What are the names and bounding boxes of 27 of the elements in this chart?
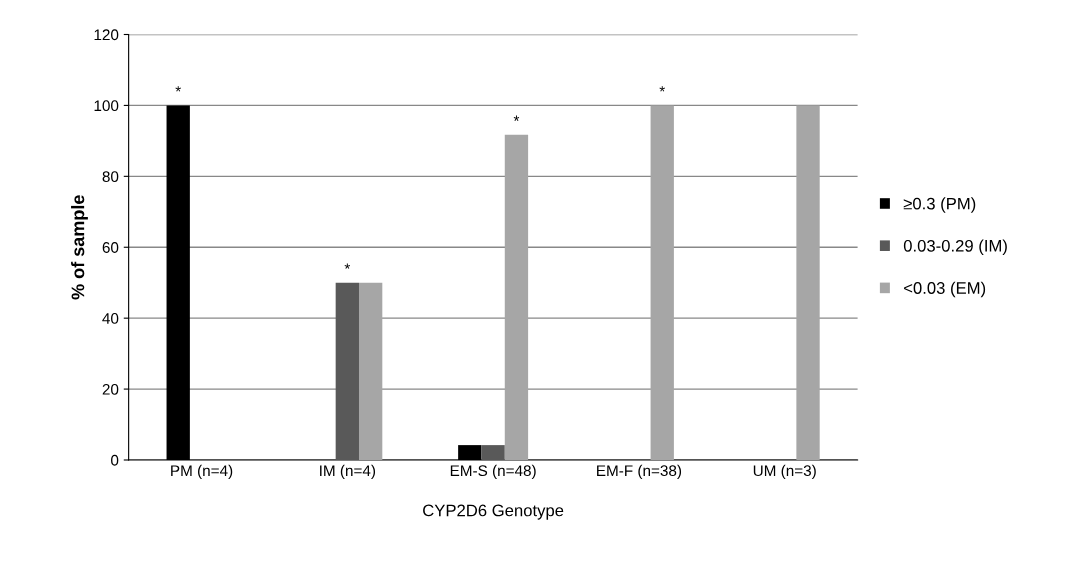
data-label: *: [175, 86, 181, 92]
legend-label: 0.03-0.29 (IM): [903, 239, 1007, 256]
data-label: *: [513, 115, 520, 121]
bar: [504, 134, 529, 460]
x-tick-label: IM (n=4): [320, 464, 376, 480]
legend-label: <0.03 (EM): [904, 281, 986, 298]
y-axis-title: % of sample: [71, 195, 88, 300]
bar: [358, 282, 383, 460]
data-label: *: [344, 263, 351, 269]
x-tick-label: PM (n=4): [171, 464, 233, 480]
bar: [650, 105, 674, 460]
y-tick-label: 80: [102, 171, 119, 183]
bar: [335, 282, 359, 460]
y-tick-label: 60: [102, 242, 119, 253]
y-tick-label: 0: [111, 454, 119, 466]
bar: [481, 445, 505, 460]
x-tick-label: EM-S (n=48): [450, 464, 536, 480]
bar: [796, 105, 820, 460]
y-tick-label: 100: [94, 100, 119, 112]
legend-label: ≥0.3 (PM): [903, 197, 976, 213]
y-tick-label: 40: [102, 313, 119, 324]
data-label: *: [659, 86, 665, 92]
x-tick-label: UM (n=3): [753, 464, 816, 480]
x-tick-label: EM-F (n=38): [597, 464, 682, 480]
y-tick-label: 120: [94, 29, 119, 41]
x-axis-title: CYP2D6 Genotype: [423, 504, 564, 520]
y-tick-label: 20: [102, 383, 119, 395]
